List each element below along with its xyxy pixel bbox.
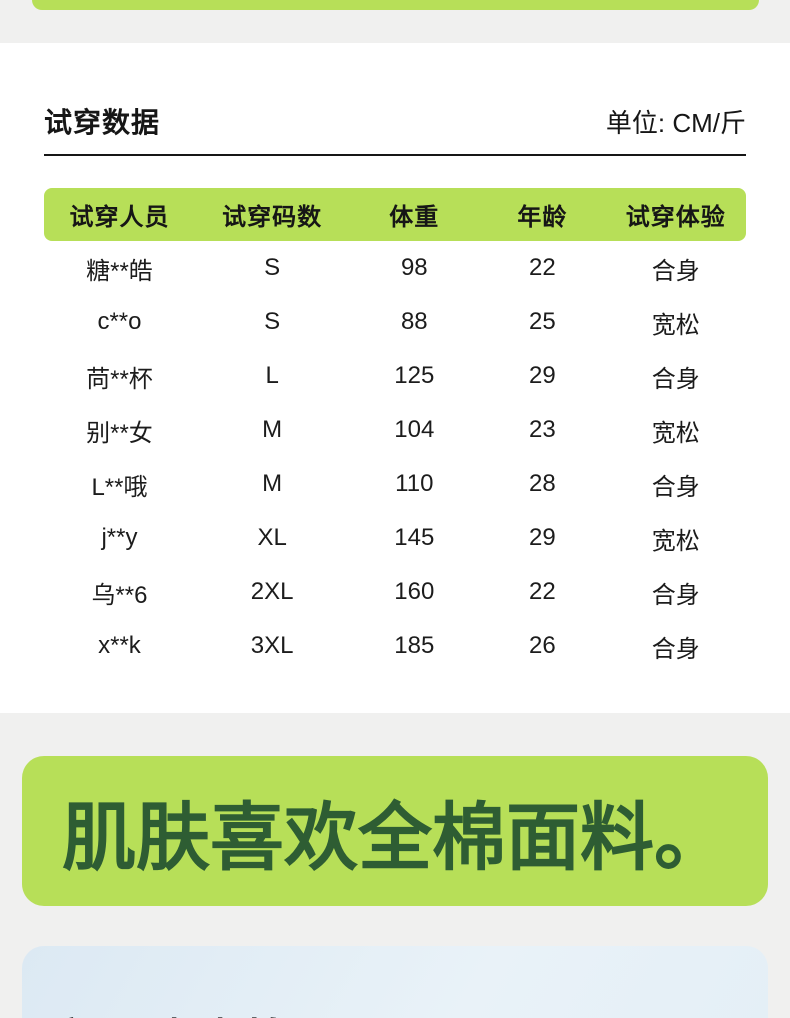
table-cell: j**y bbox=[101, 524, 138, 551]
table-cell: 2XL bbox=[250, 578, 294, 605]
table-cell: S bbox=[264, 308, 281, 335]
fit-table-header: 试穿人员 试穿码数 体重 年龄 试穿体验 bbox=[44, 188, 746, 241]
table-cell: 29 bbox=[529, 524, 556, 551]
table-cell: 25 bbox=[529, 308, 556, 335]
section-title-row: 试穿数据 单位: CM/斤 bbox=[44, 101, 746, 141]
table-cell: 宽松 bbox=[651, 527, 700, 555]
table-cell: S bbox=[264, 254, 281, 281]
table-cell: 160 bbox=[394, 578, 435, 605]
title-divider bbox=[44, 154, 746, 156]
table-cell: c**o bbox=[97, 308, 142, 335]
table-cell: M bbox=[262, 416, 283, 443]
table-cell: 98 bbox=[400, 254, 428, 281]
table-cell: 糖**皓 bbox=[86, 257, 153, 285]
cotton-banner: 肌肤喜欢全棉面料。 bbox=[22, 756, 768, 906]
table-cell: 110 bbox=[395, 470, 434, 497]
table-cell: L**哦 bbox=[91, 473, 148, 501]
xinjiang-cotton-card: 新疆嘭嘭棉 bbox=[22, 946, 768, 1018]
table-cell: 185 bbox=[394, 632, 435, 659]
xinjiang-cotton-card-title: 新疆嘭嘭棉 bbox=[60, 1004, 768, 1018]
fit-table-body: 糖**皓 S 98 22 合身 c**o S 88 25 宽松 苘**杯 L 125 29 合身 别**女 M 1… bbox=[44, 241, 746, 673]
table-cell: 宽松 bbox=[651, 419, 700, 447]
table-row: c**o S 88 25 宽松 bbox=[44, 295, 746, 349]
table-cell: M bbox=[262, 470, 283, 497]
header-cell: 体重 bbox=[389, 204, 440, 231]
top-card-edge bbox=[31, 0, 759, 10]
table-cell: 22 bbox=[529, 578, 556, 605]
table-cell: 26 bbox=[529, 632, 556, 659]
table-cell: L bbox=[265, 362, 279, 389]
table-cell: 22 bbox=[529, 254, 556, 281]
header-cell: 试穿体验 bbox=[625, 204, 726, 231]
table-row: j**y XL 145 29 宽松 bbox=[44, 511, 746, 565]
table-cell: 145 bbox=[394, 524, 435, 551]
table-cell: 88 bbox=[400, 308, 428, 335]
table-cell: 苘**杯 bbox=[86, 365, 153, 393]
try-on-data-section: 试穿数据 单位: CM/斤 试穿人员 试穿码数 体重 年龄 试穿体验 糖**皓 S 98 22… bbox=[0, 43, 790, 713]
table-cell: 28 bbox=[529, 470, 556, 497]
table-cell: 3XL bbox=[250, 632, 294, 659]
cotton-banner-text: 肌肤喜欢全棉面料。 bbox=[62, 795, 728, 879]
table-cell: 乌**6 bbox=[91, 581, 148, 609]
table-row: L**哦 M 110 28 合身 bbox=[44, 457, 746, 511]
header-cell: 年龄 bbox=[517, 204, 568, 231]
header-cell: 试穿码数 bbox=[222, 204, 323, 231]
table-cell: 104 bbox=[394, 416, 435, 443]
unit-label: 单位: CM/斤 bbox=[605, 108, 746, 138]
table-cell: 29 bbox=[529, 362, 556, 389]
table-row: x**k 3XL 185 26 合身 bbox=[44, 619, 746, 673]
table-row: 乌**6 2XL 160 22 合身 bbox=[44, 565, 746, 619]
table-row: 苘**杯 L 125 29 合身 bbox=[44, 349, 746, 403]
table-cell: 23 bbox=[529, 416, 556, 443]
table-cell: 合身 bbox=[651, 473, 700, 501]
header-cell: 试穿人员 bbox=[69, 204, 170, 231]
section-title: 试穿数据 bbox=[44, 107, 161, 138]
table-cell: 合身 bbox=[651, 635, 700, 663]
table-cell: 125 bbox=[394, 362, 435, 389]
fit-table: 试穿人员 试穿码数 体重 年龄 试穿体验 糖**皓 S 98 22 合身 c**o S 88 25 宽松苘… bbox=[44, 188, 746, 673]
table-cell: 合身 bbox=[651, 581, 700, 609]
table-cell: 合身 bbox=[651, 257, 700, 285]
table-row: 糖**皓 S 98 22 合身 bbox=[44, 241, 746, 295]
table-cell: 宽松 bbox=[651, 311, 700, 339]
table-cell: 别**女 bbox=[86, 419, 153, 447]
table-cell: 合身 bbox=[651, 365, 700, 393]
table-cell: x**k bbox=[98, 632, 141, 659]
table-cell: XL bbox=[257, 524, 287, 551]
table-row: 别**女 M 104 23 宽松 bbox=[44, 403, 746, 457]
